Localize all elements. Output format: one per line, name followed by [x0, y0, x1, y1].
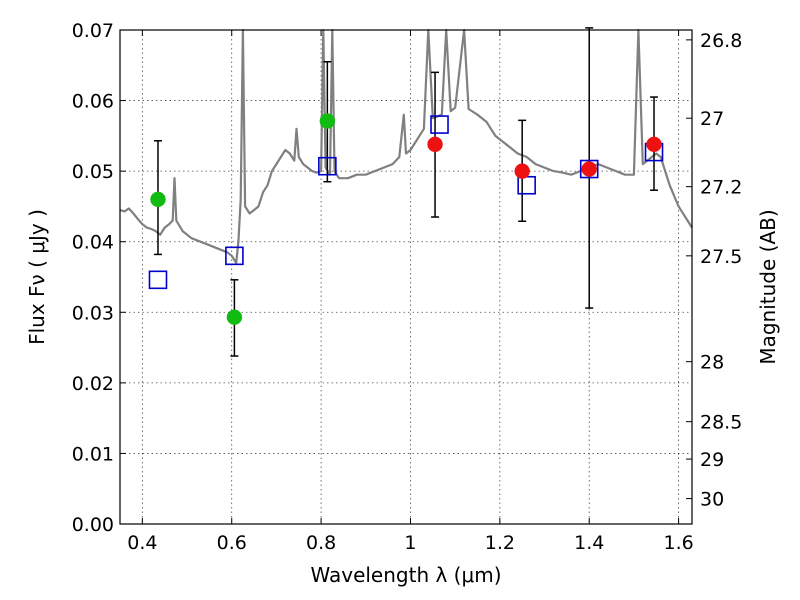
open-square-marker — [579, 159, 599, 179]
right-tick-label: 28.5 — [700, 412, 742, 434]
x-tick-label: 1 — [404, 532, 416, 554]
right-tick-label: 29 — [700, 449, 724, 471]
y-tick-label: 0.03 — [72, 302, 114, 324]
x-tick-label: 0.6 — [217, 532, 247, 554]
open-square-marker — [318, 156, 337, 176]
plot-frame — [119, 29, 693, 525]
data-markers-layer — [148, 27, 664, 357]
green-circle-marker — [319, 113, 336, 129]
y-tick-label: 0.05 — [72, 161, 114, 183]
open-square-marker — [430, 115, 449, 134]
x-tick-label: 0.4 — [127, 532, 157, 554]
right-tick-label: 26.8 — [700, 30, 742, 52]
y-tick-label: 0.02 — [72, 373, 114, 395]
open-square-marker — [148, 270, 168, 290]
x-tick-label: 1.4 — [574, 532, 604, 554]
red-circle-marker — [514, 163, 530, 179]
y-tick-label: 0.06 — [72, 91, 114, 113]
red-circle-marker — [646, 136, 662, 153]
red-circle-marker — [581, 161, 597, 177]
y-tick-label: 0.01 — [72, 443, 114, 465]
x-tick-label: 0.8 — [306, 532, 336, 554]
green-circle-marker — [226, 309, 243, 325]
x-axis-label: Wavelength λ (μm) — [310, 563, 501, 587]
open-square-marker — [225, 246, 244, 266]
axis-ticks: 0.4 0.6 0.8 1 1.2 1.4 1.6 0.00 0.01 0.02 0.03 0.04 0… — [72, 20, 743, 554]
y-tick-label: 0.04 — [72, 232, 114, 254]
y-tick-label: 0.00 — [72, 514, 114, 536]
right-tick-label: 27 — [700, 108, 724, 130]
model-spectrum-layer — [119, 28, 693, 264]
right-tick-label: 30 — [700, 489, 724, 511]
y-axis-label: Flux Fν ( μJy ) — [25, 209, 49, 345]
y-tick-label: 0.07 — [72, 20, 114, 42]
model-spectrum-line — [119, 28, 693, 264]
red-circle-marker — [427, 136, 443, 153]
right-tick-label: 28 — [700, 352, 724, 374]
right-axis-label: Magnitude (AB) — [756, 209, 780, 364]
x-tick-label: 1.6 — [663, 532, 693, 554]
open-square-marker — [517, 175, 536, 195]
green-circle-marker — [150, 191, 166, 208]
right-tick-label: 27.5 — [700, 246, 742, 268]
grid-lines — [120, 30, 692, 524]
x-tick-label: 1.2 — [485, 532, 515, 554]
right-tick-label: 27.2 — [700, 177, 742, 199]
